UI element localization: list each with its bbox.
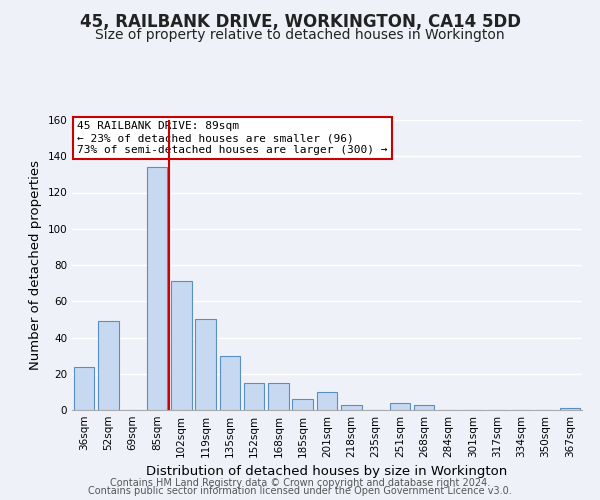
Bar (195, 320, 216, 410)
Bar (268, 383, 289, 410)
Bar (414, 404, 434, 410)
Bar (244, 383, 265, 410)
Bar (317, 392, 337, 410)
Text: Contains public sector information licensed under the Open Government Licence v3: Contains public sector information licen… (88, 486, 512, 496)
Bar (560, 408, 580, 410)
Bar (74, 366, 94, 410)
Text: Size of property relative to detached houses in Workington: Size of property relative to detached ho… (95, 28, 505, 42)
Text: 45 RAILBANK DRIVE: 89sqm
← 23% of detached houses are smaller (96)
73% of semi-d: 45 RAILBANK DRIVE: 89sqm ← 23% of detach… (77, 122, 388, 154)
Bar (98, 321, 119, 410)
Y-axis label: Number of detached properties: Number of detached properties (29, 160, 42, 370)
Text: 45, RAILBANK DRIVE, WORKINGTON, CA14 5DD: 45, RAILBANK DRIVE, WORKINGTON, CA14 5DD (79, 12, 521, 30)
Text: Contains HM Land Registry data © Crown copyright and database right 2024.: Contains HM Land Registry data © Crown c… (110, 478, 490, 488)
Bar (171, 282, 191, 410)
Bar (341, 404, 362, 410)
Bar (146, 167, 167, 410)
Bar (389, 403, 410, 410)
Bar (292, 399, 313, 410)
Bar (220, 356, 240, 410)
X-axis label: Distribution of detached houses by size in Workington: Distribution of detached houses by size … (146, 466, 508, 478)
